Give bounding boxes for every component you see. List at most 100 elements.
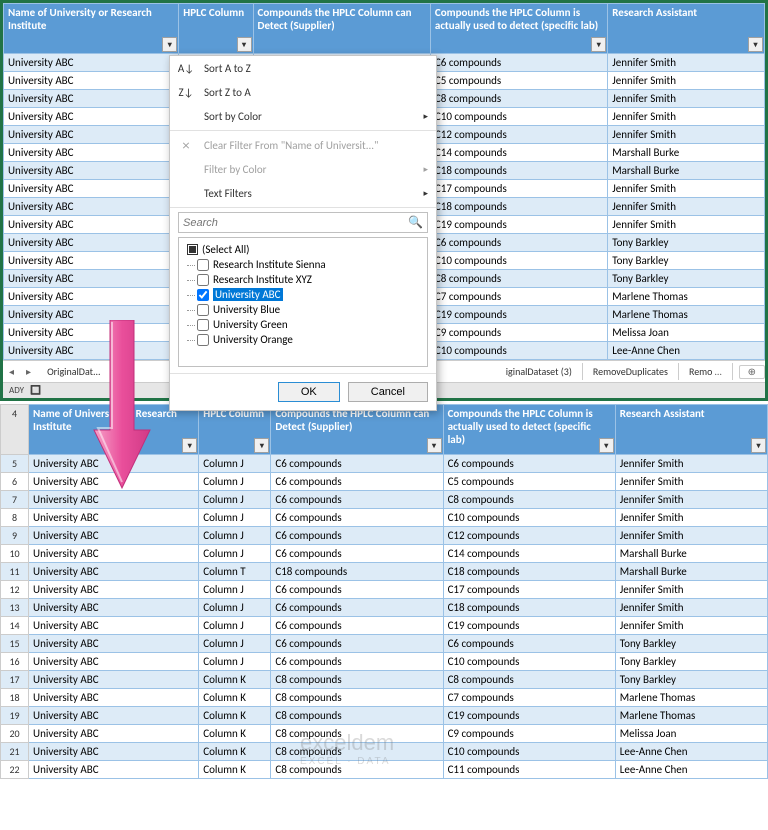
cell-detect[interactable]: C18 compounds — [430, 162, 607, 180]
cell-university[interactable]: University ABC — [29, 581, 199, 599]
cell-assistant[interactable]: Jennifer Smith — [608, 180, 765, 198]
cell-supplier[interactable]: C6 compounds — [271, 617, 443, 635]
cell-hplc[interactable]: Column J — [199, 545, 271, 563]
cell-detect[interactable]: C5 compounds — [430, 72, 607, 90]
cell-assistant[interactable]: Marlene Thomas — [615, 707, 767, 725]
cell-supplier[interactable]: C8 compounds — [271, 671, 443, 689]
cell-supplier[interactable]: C8 compounds — [271, 743, 443, 761]
cell-assistant[interactable]: Jennifer Smith — [615, 617, 767, 635]
cell-assistant[interactable]: Melissa Joan — [615, 725, 767, 743]
col-header-detect[interactable]: Compounds the HPLC Column is actually us… — [443, 405, 615, 455]
cell-detect[interactable]: C19 compounds — [430, 216, 607, 234]
cell-university[interactable]: University ABC — [4, 72, 179, 90]
cell-hplc[interactable]: Column J — [199, 455, 271, 473]
filter-arrow-icon[interactable]: ▾ — [237, 37, 252, 52]
row-number[interactable]: 11 — [1, 563, 29, 581]
cell-supplier[interactable]: C8 compounds — [271, 761, 443, 779]
row-number[interactable]: 17 — [1, 671, 29, 689]
cell-assistant[interactable]: Tony Barkley — [608, 270, 765, 288]
cell-detect[interactable]: C8 compounds — [430, 270, 607, 288]
cell-detect[interactable]: C14 compounds — [443, 545, 615, 563]
sort-by-color[interactable]: Sort by Color▸ — [170, 104, 436, 128]
cell-detect[interactable]: C7 compounds — [430, 288, 607, 306]
cell-detect[interactable]: C10 compounds — [430, 108, 607, 126]
filter-checkbox[interactable] — [197, 259, 209, 271]
cell-assistant[interactable]: Marlene Thomas — [608, 306, 765, 324]
cell-supplier[interactable]: C6 compounds — [271, 545, 443, 563]
cell-hplc[interactable]: Column J — [199, 581, 271, 599]
table-row[interactable]: 9University ABCColumn JC6 compoundsC12 c… — [1, 527, 768, 545]
row-number[interactable]: 18 — [1, 689, 29, 707]
cell-detect[interactable]: C12 compounds — [430, 126, 607, 144]
row-number[interactable]: 20 — [1, 725, 29, 743]
cell-university[interactable]: University ABC — [29, 509, 199, 527]
cell-supplier[interactable]: C6 compounds — [271, 527, 443, 545]
cell-detect[interactable]: C17 compounds — [430, 180, 607, 198]
table-row[interactable]: 11University ABCColumn TC18 compoundsC18… — [1, 563, 768, 581]
cell-assistant[interactable]: Jennifer Smith — [608, 90, 765, 108]
cell-hplc[interactable]: Column J — [199, 617, 271, 635]
filter-checkbox[interactable] — [197, 334, 209, 346]
row-number[interactable]: 15 — [1, 635, 29, 653]
cell-hplc[interactable]: Column K — [199, 725, 271, 743]
cell-detect[interactable]: C8 compounds — [443, 491, 615, 509]
cell-assistant[interactable]: Marshall Burke — [615, 545, 767, 563]
cell-university[interactable]: University ABC — [4, 270, 179, 288]
cell-detect[interactable]: C19 compounds — [443, 617, 615, 635]
cell-assistant[interactable]: Jennifer Smith — [608, 126, 765, 144]
cell-university[interactable]: University ABC — [4, 252, 179, 270]
filter-value-item[interactable]: University Green — [183, 317, 423, 332]
cell-hplc[interactable]: Column K — [199, 671, 271, 689]
row-number[interactable]: 21 — [1, 743, 29, 761]
cell-detect[interactable]: C6 compounds — [443, 455, 615, 473]
row-number[interactable]: 13 — [1, 599, 29, 617]
cell-hplc[interactable]: Column J — [199, 635, 271, 653]
tab-nav-prev[interactable]: ◂ — [3, 365, 20, 378]
cell-university[interactable]: University ABC — [4, 90, 179, 108]
filter-value-item[interactable]: University Orange — [183, 332, 423, 347]
cell-assistant[interactable]: Jennifer Smith — [608, 108, 765, 126]
cell-detect[interactable]: C18 compounds — [443, 599, 615, 617]
row-number[interactable]: 19 — [1, 707, 29, 725]
cell-university[interactable]: University ABC — [4, 108, 179, 126]
cell-university[interactable]: University ABC — [29, 725, 199, 743]
cell-detect[interactable]: C6 compounds — [430, 54, 607, 72]
cancel-button[interactable]: Cancel — [348, 382, 428, 402]
cell-supplier[interactable]: C6 compounds — [271, 599, 443, 617]
filter-applied-icon[interactable]: ▾ — [182, 438, 197, 453]
table-row[interactable]: 15University ABCColumn JC6 compoundsC6 c… — [1, 635, 768, 653]
filter-search-input[interactable] — [183, 217, 408, 229]
cell-university[interactable]: University ABC — [4, 234, 179, 252]
cell-assistant[interactable]: Lee-Anne Chen — [615, 761, 767, 779]
cell-detect[interactable]: C8 compounds — [430, 90, 607, 108]
cell-assistant[interactable]: Jennifer Smith — [608, 54, 765, 72]
tristate-checkbox-icon[interactable] — [187, 244, 198, 255]
cell-university[interactable]: University ABC — [29, 671, 199, 689]
filter-checkbox[interactable] — [197, 304, 209, 316]
filter-arrow-icon[interactable]: ▾ — [254, 438, 269, 453]
cell-supplier[interactable]: C6 compounds — [271, 455, 443, 473]
cell-hplc[interactable]: Column J — [199, 653, 271, 671]
cell-university[interactable]: University ABC — [4, 288, 179, 306]
cell-university[interactable]: University ABC — [29, 653, 199, 671]
cell-university[interactable]: University ABC — [29, 689, 199, 707]
cell-assistant[interactable]: Tony Barkley — [608, 252, 765, 270]
sheet-tab[interactable]: RemoveDuplicates — [583, 363, 679, 380]
row-header[interactable]: 4 — [1, 405, 29, 455]
cell-assistant[interactable]: Tony Barkley — [615, 653, 767, 671]
cell-university[interactable]: University ABC — [4, 144, 179, 162]
cell-assistant[interactable]: Tony Barkley — [615, 635, 767, 653]
row-number[interactable]: 8 — [1, 509, 29, 527]
cell-university[interactable]: University ABC — [4, 162, 179, 180]
sheet-tab[interactable]: iginalDataset (3) — [496, 363, 583, 380]
cell-detect[interactable]: C12 compounds — [443, 527, 615, 545]
cell-hplc[interactable]: Column J — [199, 599, 271, 617]
cell-assistant[interactable]: Marshall Burke — [608, 162, 765, 180]
filter-arrow-icon[interactable]: ▾ — [599, 438, 614, 453]
row-number[interactable]: 16 — [1, 653, 29, 671]
cell-assistant[interactable]: Lee-Anne Chen — [608, 342, 765, 360]
row-number[interactable]: 22 — [1, 761, 29, 779]
cell-detect[interactable]: C10 compounds — [443, 653, 615, 671]
table-row[interactable]: 22University ABCColumn KC8 compoundsC11 … — [1, 761, 768, 779]
cell-university[interactable]: University ABC — [4, 126, 179, 144]
